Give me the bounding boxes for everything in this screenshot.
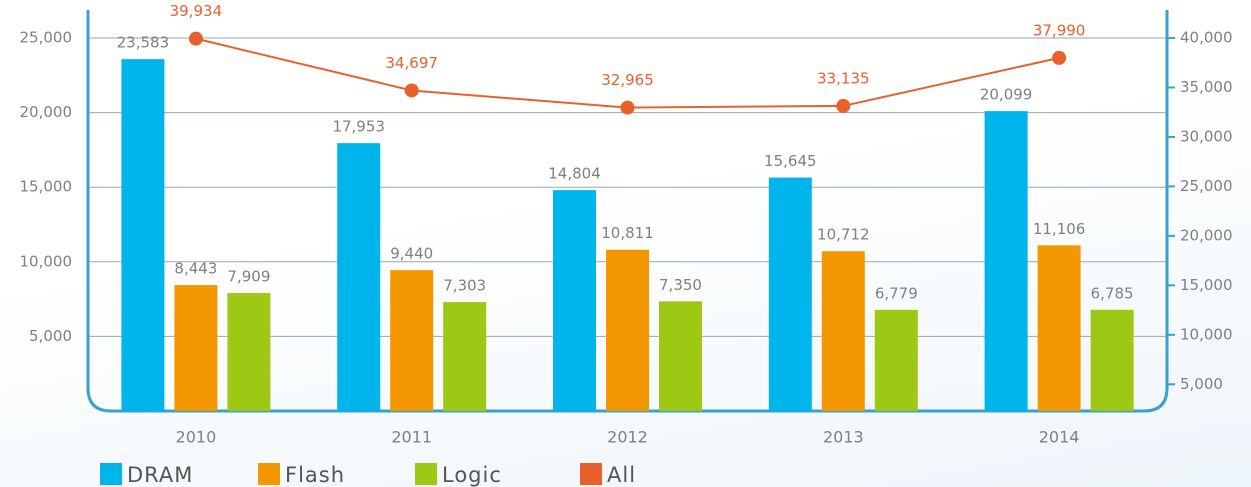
value-label: 33,135 [817, 69, 870, 87]
bar [390, 270, 434, 411]
bar [659, 301, 702, 411]
y-tick-label: 10,000 [20, 252, 73, 270]
x-tick-label: 2014 [1039, 428, 1080, 447]
value-label: 20,099 [980, 86, 1033, 104]
y2-tick-label: 30,000 [1180, 127, 1233, 145]
value-label: 9,440 [390, 245, 433, 263]
bar [1037, 245, 1081, 411]
y2-tick-label: 35,000 [1180, 78, 1233, 96]
y-tick-label: 25,000 [20, 29, 73, 47]
bar [874, 309, 918, 411]
value-label: 34,697 [385, 54, 438, 72]
value-label: 11,106 [1033, 220, 1086, 238]
x-tick-label: 2012 [607, 428, 648, 447]
x-tick-label: 2013 [823, 428, 864, 447]
x-tick-label: 2011 [391, 428, 432, 447]
value-label: 8,443 [174, 260, 217, 278]
value-label: 7,350 [659, 276, 702, 294]
bar [768, 177, 812, 411]
value-label: 10,712 [817, 226, 870, 244]
y2-tick-label: 40,000 [1180, 29, 1233, 47]
y-tick-label: 15,000 [20, 178, 73, 196]
bar [984, 111, 1028, 411]
y-tick-label: 20,000 [20, 103, 73, 121]
bar [443, 302, 487, 411]
point [836, 98, 851, 113]
point [188, 31, 203, 46]
value-label: 7,909 [227, 267, 270, 285]
legend-swatch [580, 463, 602, 485]
value-label: 6,785 [1091, 284, 1134, 302]
legend-swatch [415, 463, 437, 485]
bar [606, 249, 649, 411]
legend-label: All [607, 463, 636, 487]
value-label: 37,990 [1033, 21, 1086, 39]
point [620, 100, 635, 115]
bar [337, 143, 381, 411]
value-label: 15,645 [764, 152, 817, 170]
y2-tick-label: 20,000 [1180, 226, 1233, 244]
legend-swatch [100, 463, 122, 485]
value-label: 7,303 [443, 277, 486, 295]
bar [1090, 309, 1134, 411]
y2-tick-label: 25,000 [1180, 177, 1233, 195]
legend-label: DRAM [127, 463, 193, 487]
bar [227, 292, 271, 411]
y-tick-label: 5,000 [29, 327, 72, 345]
bar [821, 251, 865, 411]
y2-tick-label: 10,000 [1180, 325, 1233, 343]
bar [121, 59, 165, 412]
value-label: 17,953 [332, 118, 385, 136]
x-tick-label: 2010 [176, 428, 217, 447]
value-label: 32,965 [601, 71, 654, 89]
value-label: 39,934 [170, 2, 223, 20]
legend-label: Logic [442, 463, 502, 487]
bar [174, 285, 218, 411]
value-label: 23,583 [117, 34, 170, 52]
value-label: 14,804 [548, 165, 601, 183]
legend-swatch [258, 463, 280, 485]
bar [553, 190, 596, 411]
point [404, 83, 419, 98]
legend-label: Flash [285, 463, 345, 487]
y2-tick-label: 5,000 [1180, 375, 1223, 393]
value-label: 10,811 [601, 224, 654, 242]
y2-tick-label: 15,000 [1180, 276, 1233, 294]
value-label: 6,779 [875, 284, 918, 302]
point [1052, 50, 1067, 65]
